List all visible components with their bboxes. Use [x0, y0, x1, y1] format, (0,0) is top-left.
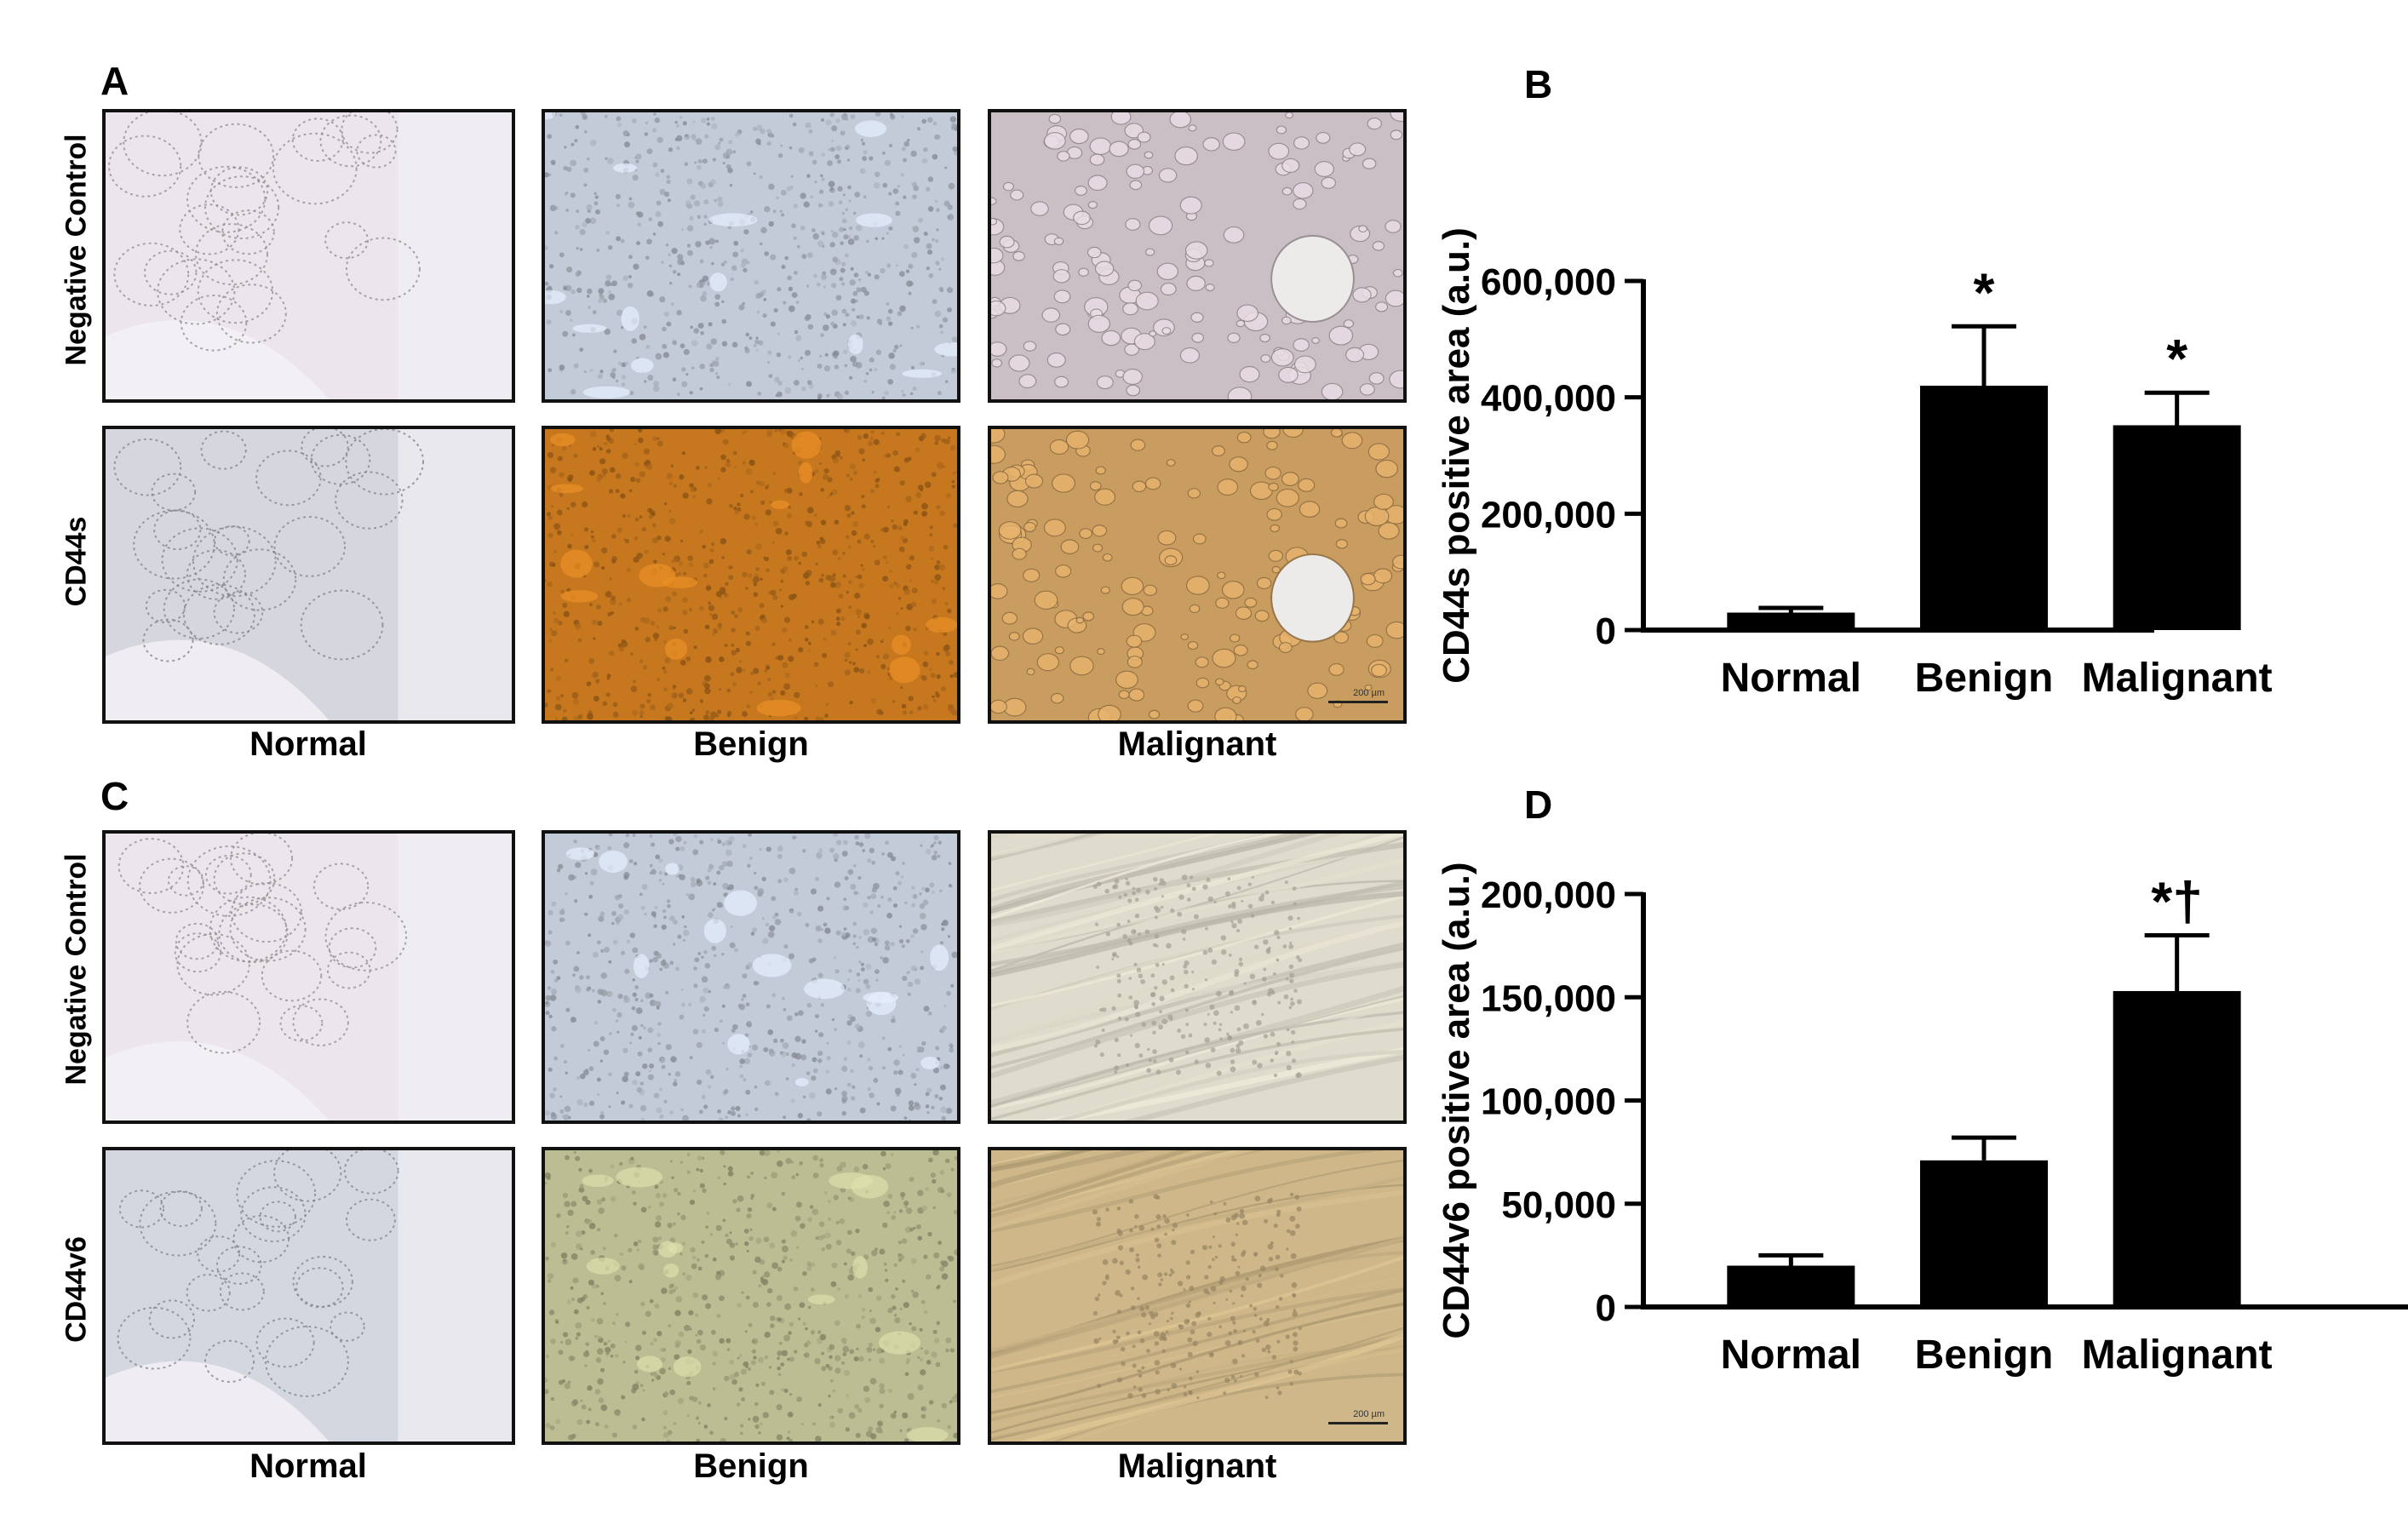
y-tick-label: 150,000 — [1481, 977, 1616, 1019]
col-label-c-normal: Normal — [249, 1447, 367, 1485]
bar-malignant — [2113, 425, 2241, 630]
x-tick-label: Benign — [1915, 1333, 2054, 1378]
bar-benign — [1920, 1160, 2048, 1307]
row-label-negative-control-a: Negative Control — [60, 134, 93, 366]
micrograph-c-negative-benign — [542, 830, 960, 1124]
bar-normal — [1727, 1265, 1855, 1307]
significance-marker: * — [2166, 328, 2187, 389]
micrograph-c-cd44v6-normal — [102, 1147, 515, 1445]
x-tick-label: Malignant — [2082, 656, 2273, 701]
bar-benign — [1920, 386, 2048, 630]
significance-marker: * — [1974, 261, 1995, 323]
micrograph-c-cd44v6-benign — [542, 1147, 960, 1445]
x-tick-label: Normal — [1721, 1333, 1861, 1378]
micrograph-a-cd44s-malignant: 200 µm — [988, 426, 1407, 724]
y-tick-label: 600,000 — [1481, 261, 1616, 303]
col-label-a-normal: Normal — [249, 725, 367, 763]
y-tick-label: 50,000 — [1501, 1184, 1616, 1226]
x-tick-label: Benign — [1915, 656, 2054, 701]
y-tick-label: 400,000 — [1481, 378, 1616, 420]
col-label-c-benign: Benign — [693, 1447, 809, 1485]
panel-letter-b: B — [1524, 62, 1553, 106]
y-tick-label: 0 — [1596, 610, 1616, 652]
micrograph-a-negative-normal — [102, 109, 515, 403]
bar-chart-d: 0 50,000 100,000 150,000 200,000 CD44v6 posit… — [1436, 741, 2408, 1524]
y-tick-label: 200,000 — [1481, 494, 1616, 536]
col-label-c-malignant: Malignant — [1117, 1447, 1277, 1485]
bar-normal — [1727, 612, 1855, 630]
x-tick-label: Normal — [1721, 656, 1861, 701]
micrograph-a-negative-malignant — [988, 109, 1407, 403]
scale-bar-label-a: 200 µm — [1353, 688, 1385, 698]
x-tick-label: Malignant — [2082, 1333, 2273, 1378]
col-label-a-benign: Benign — [693, 725, 809, 763]
scale-bar-a — [1328, 701, 1388, 703]
row-label-cd44s: CD44s — [60, 516, 93, 607]
panel-letter-c: C — [100, 774, 129, 818]
y-tick-label: 0 — [1596, 1287, 1616, 1329]
scale-bar-c — [1328, 1422, 1388, 1424]
panel-letter-d: D — [1524, 782, 1553, 827]
y-tick-label: 200,000 — [1481, 874, 1616, 916]
micrograph-a-cd44s-benign — [542, 426, 960, 724]
row-label-cd44v6: CD44v6 — [60, 1236, 93, 1343]
col-label-a-malignant: Malignant — [1117, 725, 1277, 763]
bar-chart-b: 0 200,000 400,000 600,000 CD44s positive are… — [1436, 111, 2401, 775]
bar-malignant — [2113, 990, 2241, 1307]
significance-marker: *† — [2151, 871, 2203, 932]
micrograph-c-cd44v6-malignant: 200 µm — [988, 1147, 1407, 1445]
y-axis-label: CD44v6 positive area (a.u.) — [1436, 862, 1477, 1338]
y-tick-label: 100,000 — [1481, 1081, 1616, 1123]
row-label-negative-control-c: Negative Control — [60, 853, 93, 1086]
micrograph-c-negative-malignant — [988, 830, 1407, 1124]
y-axis-label: CD44s positive area (a.u.) — [1436, 227, 1477, 684]
scale-bar-label-c: 200 µm — [1353, 1409, 1385, 1419]
panel-letter-a: A — [100, 59, 129, 103]
micrograph-a-negative-benign — [542, 109, 960, 403]
micrograph-a-cd44s-normal — [102, 426, 515, 724]
micrograph-c-negative-normal — [102, 830, 515, 1124]
